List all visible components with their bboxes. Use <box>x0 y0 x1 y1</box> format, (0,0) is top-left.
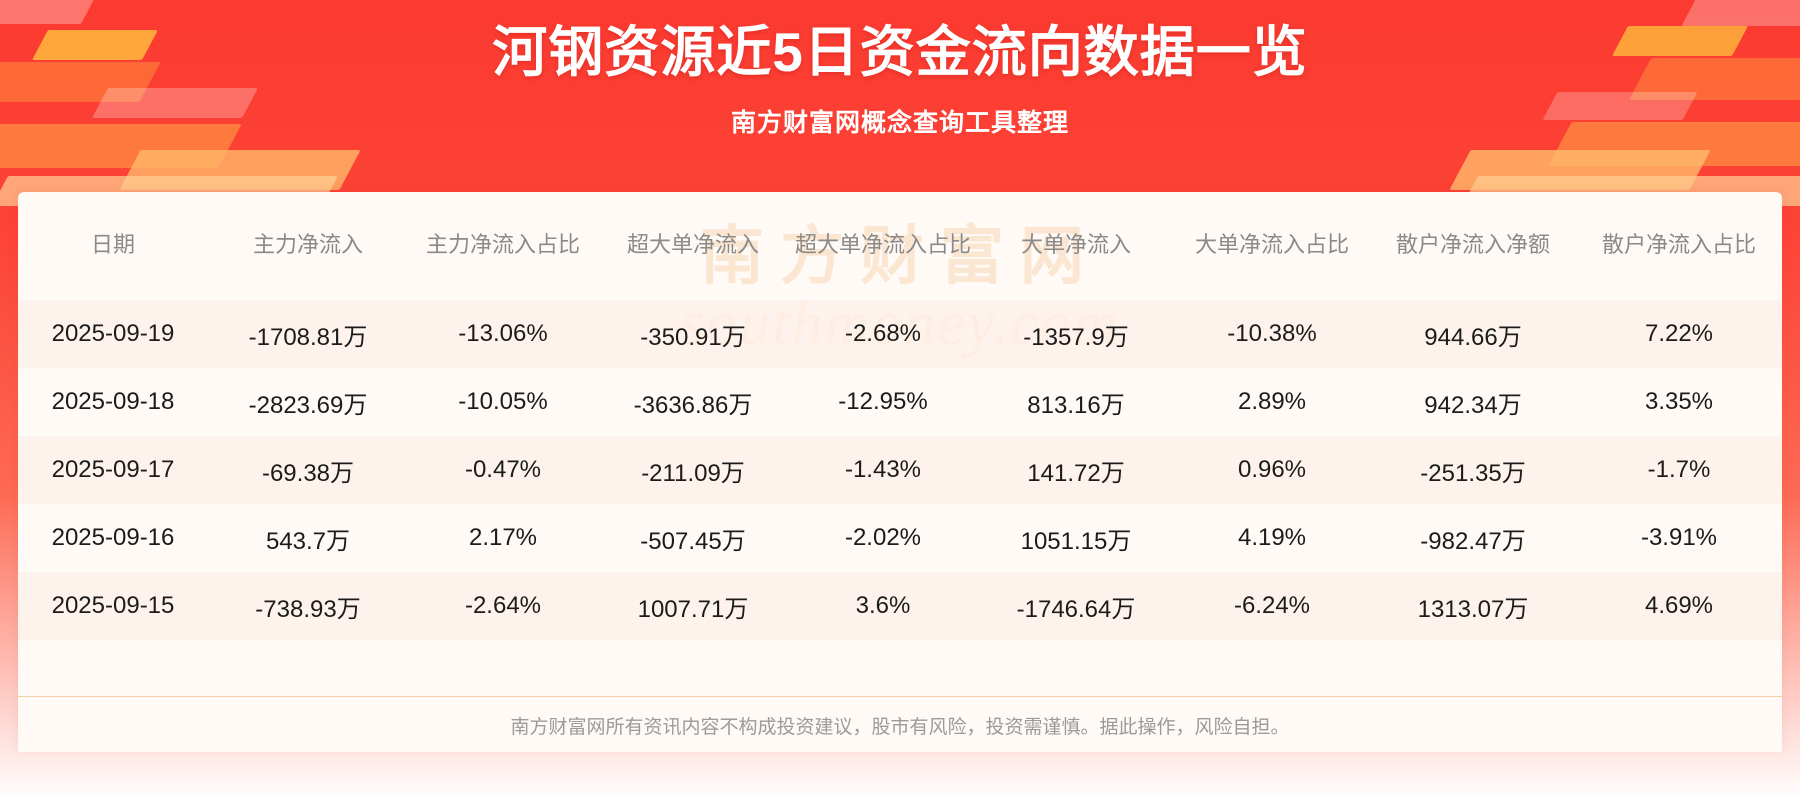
cell-retail-pct: -1.7% <box>1576 436 1782 504</box>
table-body: 2025-09-19 -1708.81万 -13.06% -350.91万 -2… <box>18 300 1782 640</box>
cell-date: 2025-09-18 <box>51 388 175 415</box>
table-head: 日期 主力净流入 主力净流入占比 超大单净流入 超大单净流入占比 大单净流入 大… <box>18 192 1782 300</box>
cell-large-pct: 4.19% <box>1237 524 1307 551</box>
cell-super-pct: -2.02% <box>844 524 922 551</box>
cell-large-pct: 0.96% <box>1174 436 1370 504</box>
cell-large-net: 813.16万 <box>1027 391 1125 419</box>
header: 河钢资源近5日资金流向数据一览 南方财富网概念查询工具整理 <box>0 0 1800 139</box>
cell-date: 2025-09-16 <box>51 524 175 551</box>
fund-flow-table: 日期 主力净流入 主力净流入占比 超大单净流入 超大单净流入占比 大单净流入 大… <box>18 192 1782 640</box>
cell-large-pct: -10.38% <box>1174 300 1370 368</box>
cell-main-net: -738.93万 <box>208 572 408 640</box>
cell-main-pct: -2.64% <box>408 572 598 640</box>
table-row: 2025-09-18 -2823.69万 -10.05% -3636.86万 -… <box>18 368 1782 436</box>
column-header-super-large-net-inflow-ratio: 超大单净流入占比 <box>794 231 971 257</box>
cell-large-pct: -6.24% <box>1174 572 1370 640</box>
column-header-super-large-net-inflow: 超大单净流入 <box>626 231 759 257</box>
cell-super-net: -507.45万 <box>640 527 746 555</box>
cell-super-pct: 3.6% <box>788 572 978 640</box>
cell-main-net: -2823.69万 <box>248 391 368 419</box>
cell-retail-pct: 4.69% <box>1576 572 1782 640</box>
cell-main-pct: -13.06% <box>408 300 598 368</box>
footer-divider <box>18 696 1782 697</box>
cell-main-net: -69.38万 <box>208 436 408 504</box>
cell-retail-pct: -3.91% <box>1640 524 1718 551</box>
column-header-large-net-inflow: 大单净流入 <box>1020 231 1131 257</box>
column-header-retail-net-inflow-ratio: 散户净流入占比 <box>1601 231 1756 257</box>
table-row: 2025-09-19 -1708.81万 -13.06% -350.91万 -2… <box>18 300 1782 368</box>
fund-flow-table-wrapper: 日期 主力净流入 主力净流入占比 超大单净流入 超大单净流入占比 大单净流入 大… <box>18 192 1782 640</box>
cell-date: 2025-09-17 <box>18 436 208 504</box>
table-row: 2025-09-16 543.7万 2.17% -507.45万 -2.02% … <box>18 504 1782 572</box>
column-header-main-net-inflow: 主力净流入 <box>252 231 363 257</box>
cell-large-net: -1746.64万 <box>978 572 1174 640</box>
cell-date: 2025-09-15 <box>18 572 208 640</box>
cell-main-pct: -0.47% <box>408 436 598 504</box>
column-header-retail-net-inflow-amount: 散户净流入净额 <box>1395 231 1550 257</box>
cell-main-pct: -10.05% <box>458 388 548 415</box>
cell-retail-net: 942.34万 <box>1424 391 1522 419</box>
cell-date: 2025-09-19 <box>18 300 208 368</box>
cell-retail-net: -251.35万 <box>1370 436 1576 504</box>
cell-retail-net: -982.47万 <box>1420 527 1526 555</box>
table-row: 2025-09-17 -69.38万 -0.47% -211.09万 -1.43… <box>18 436 1782 504</box>
page-subtitle: 南方财富网概念查询工具整理 <box>730 108 1069 137</box>
table-header-row: 日期 主力净流入 主力净流入占比 超大单净流入 超大单净流入占比 大单净流入 大… <box>18 192 1782 300</box>
column-header-date: 日期 <box>90 231 135 257</box>
cell-super-pct: -2.68% <box>788 300 978 368</box>
cell-main-net: -1708.81万 <box>208 300 408 368</box>
cell-large-net: 1051.15万 <box>1020 527 1132 555</box>
cell-super-net: -350.91万 <box>598 300 788 368</box>
cell-large-net: 141.72万 <box>978 436 1174 504</box>
cell-main-net: 543.7万 <box>265 527 351 555</box>
cell-large-pct: 2.89% <box>1237 388 1307 415</box>
cell-main-pct: 2.17% <box>468 524 538 551</box>
table-row: 2025-09-15 -738.93万 -2.64% 1007.71万 3.6%… <box>18 572 1782 640</box>
disclaimer-footer: 南方财富网所有资讯内容不构成投资建议，股市有风险，投资需谨慎。据此操作，风险自担… <box>510 717 1290 738</box>
cell-retail-pct: 3.35% <box>1644 388 1714 415</box>
cell-super-net: -3636.86万 <box>633 391 753 419</box>
cell-retail-pct: 7.22% <box>1576 300 1782 368</box>
page-title: 河钢资源近5日资金流向数据一览 <box>492 21 1308 83</box>
cell-super-pct: -12.95% <box>838 388 928 415</box>
cell-retail-net: 944.66万 <box>1370 300 1576 368</box>
cell-super-net: 1007.71万 <box>598 572 788 640</box>
column-header-large-net-inflow-ratio: 大单净流入占比 <box>1194 231 1349 257</box>
cell-super-pct: -1.43% <box>788 436 978 504</box>
cell-retail-net: 1313.07万 <box>1370 572 1576 640</box>
column-header-main-net-inflow-ratio: 主力净流入占比 <box>425 231 580 257</box>
cell-large-net: -1357.9万 <box>978 300 1174 368</box>
cell-super-net: -211.09万 <box>598 436 788 504</box>
